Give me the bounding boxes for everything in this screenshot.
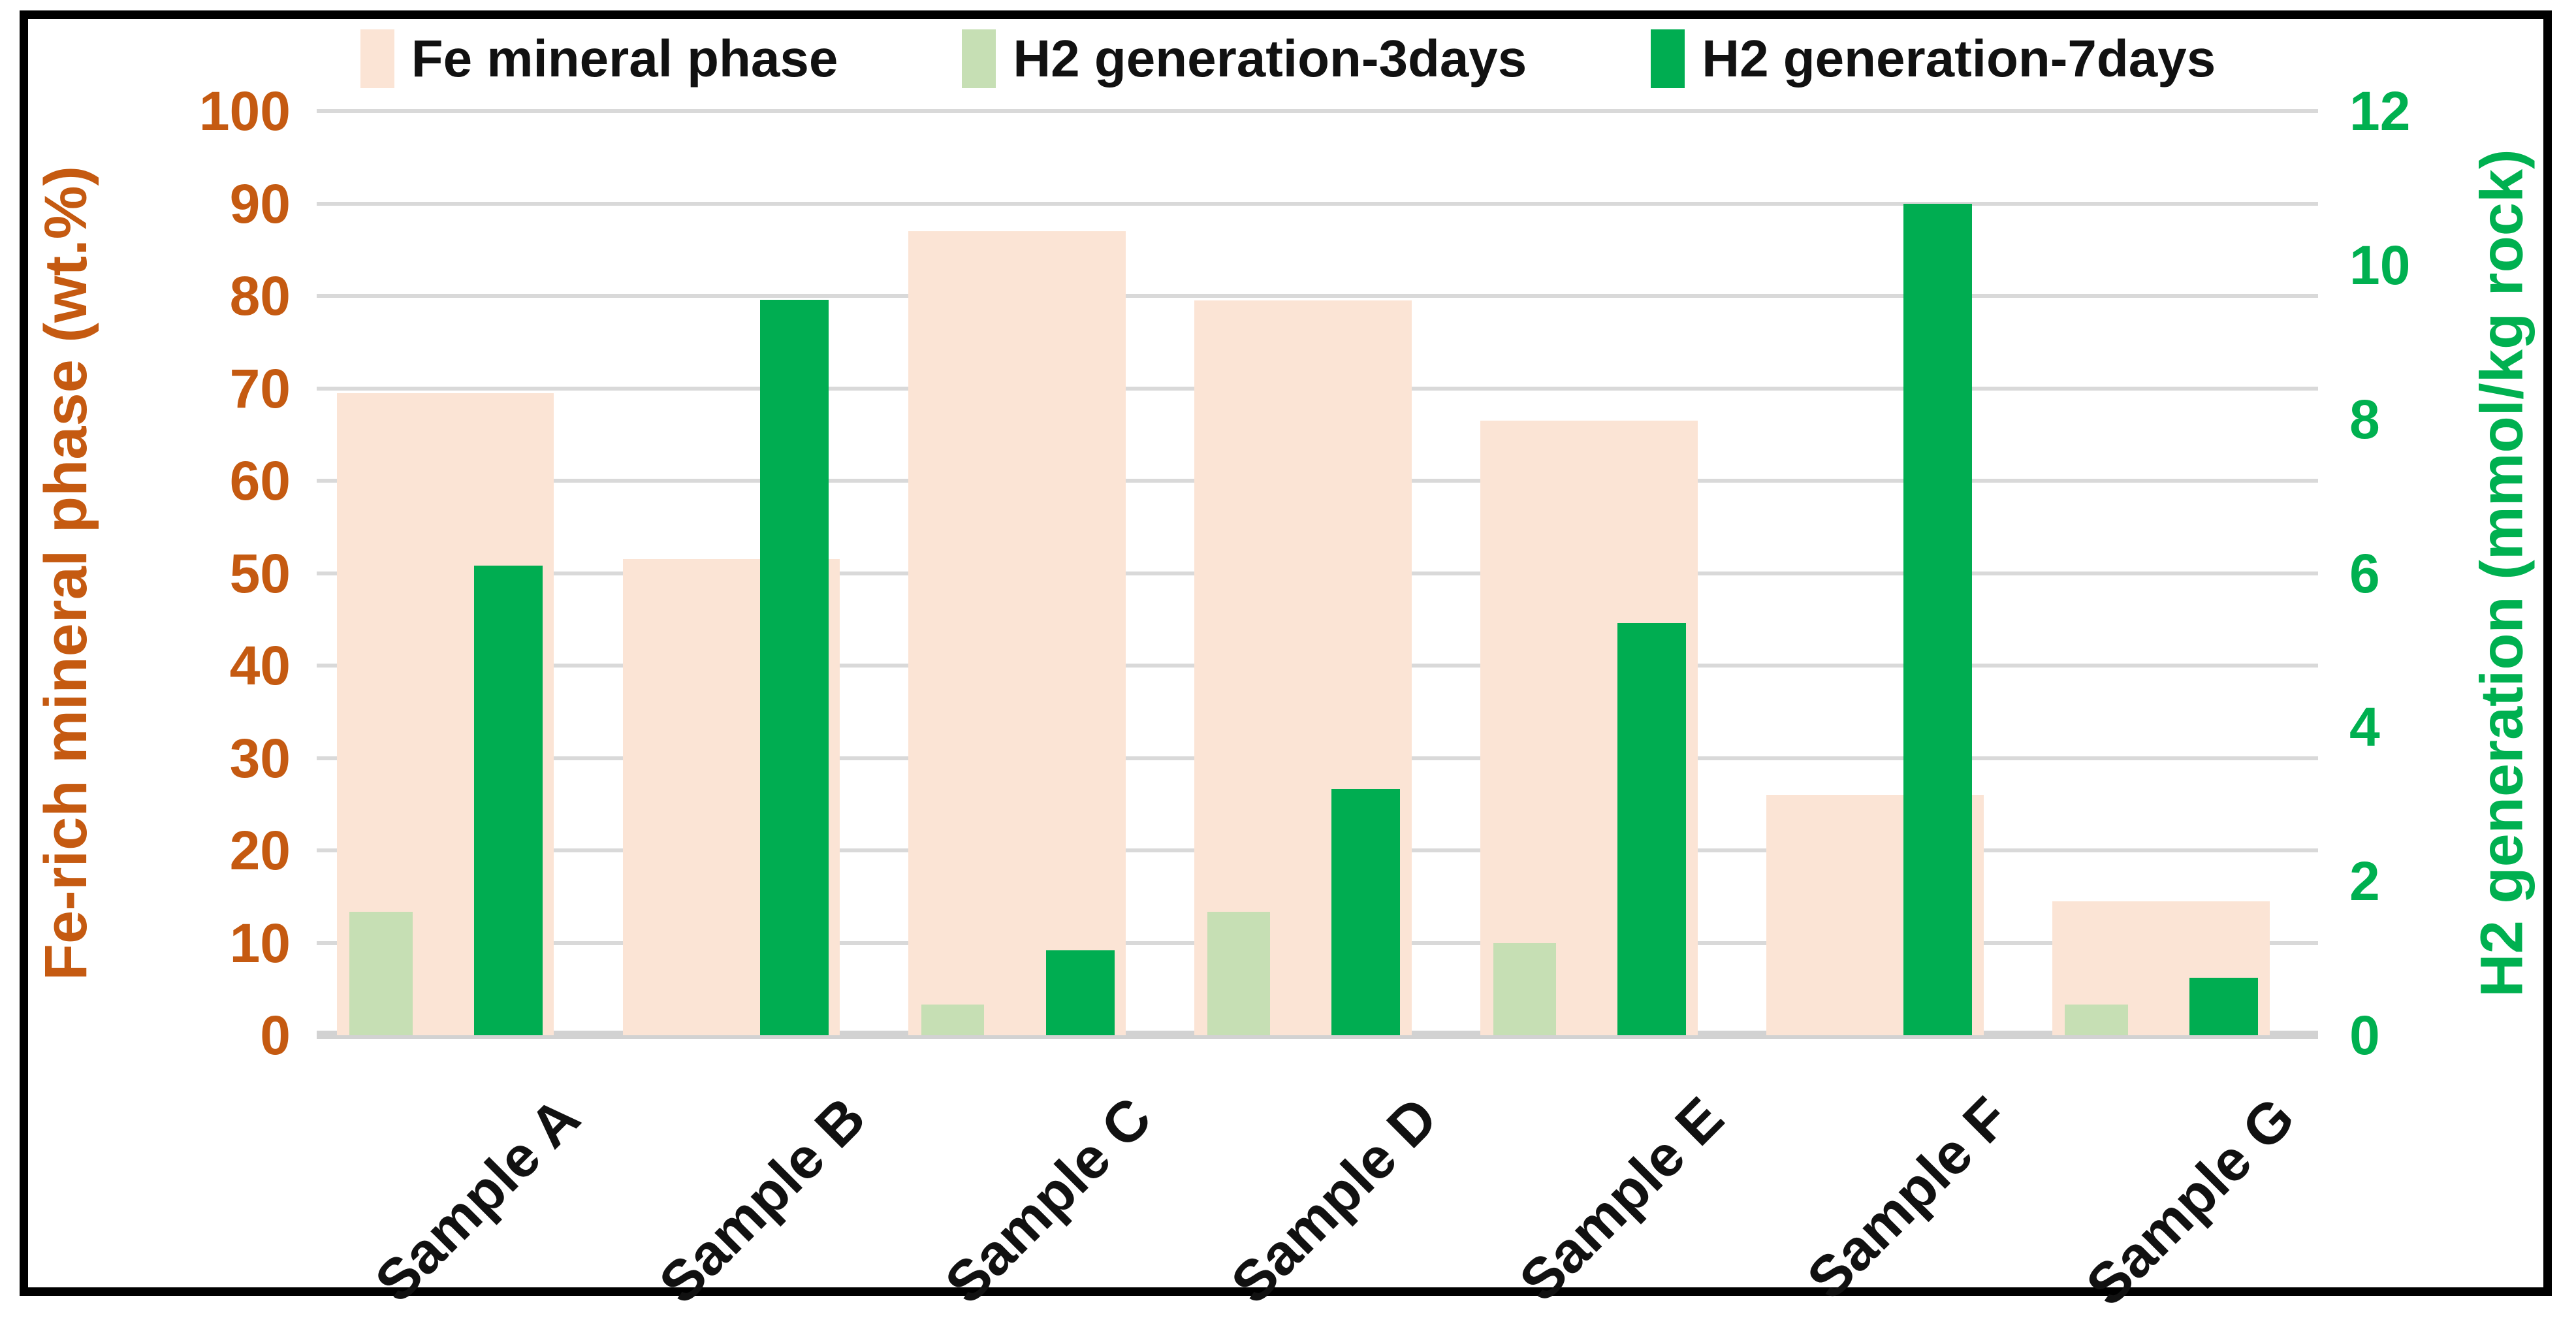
- bar-h2-generation-7days-sample-f: [1903, 203, 1973, 1035]
- right-axis-tick-label: 2: [2349, 850, 2380, 912]
- legend-swatch-icon: [1651, 29, 1685, 88]
- bar-h2-generation-7days-sample-d: [1331, 788, 1401, 1035]
- left-axis-tick-label: 100: [199, 80, 291, 142]
- legend-item-fe-mineral-phase: Fe mineral phase: [360, 29, 838, 89]
- legend: Fe mineral phase H2 generation-3days H2 ge…: [0, 29, 2576, 89]
- right-axis-tick-label: 4: [2349, 696, 2380, 758]
- bar-h2-generation-7days-sample-g: [2189, 977, 2259, 1035]
- left-axis-tick-label: 50: [229, 542, 291, 604]
- left-axis-tick-label: 40: [229, 635, 291, 696]
- bar-h2-generation-3days-sample-g: [2065, 1004, 2128, 1035]
- legend-item-h2-generation-3days: H2 generation-3days: [962, 29, 1527, 89]
- bar-h2-generation-7days-sample-b: [759, 299, 829, 1035]
- gridline: [317, 109, 2318, 113]
- left-axis-tick-label: 20: [229, 820, 291, 881]
- bar-h2-generation-7days-sample-c: [1045, 950, 1115, 1035]
- right-axis-title: H2 generation (mmol/kg rock): [2463, 111, 2541, 1035]
- left-axis-tick-label: 0: [260, 1005, 291, 1066]
- left-axis-tick-label: 80: [229, 265, 291, 327]
- legend-label: Fe mineral phase: [411, 29, 838, 88]
- legend-label: H2 generation-7days: [1702, 29, 2216, 88]
- legend-item-h2-generation-7days: H2 generation-7days: [1651, 29, 2216, 89]
- legend-swatch-icon: [962, 29, 996, 88]
- left-axis-tick-label: 60: [229, 450, 291, 511]
- bar-h2-generation-7days-sample-e: [1617, 623, 1687, 1035]
- right-axis-tick-label: 6: [2349, 542, 2380, 604]
- left-axis-title-text: Fe-rich mineral phase (wt.%): [33, 165, 100, 981]
- left-axis-title: Fe-rich mineral phase (wt.%): [27, 111, 106, 1035]
- left-axis-tick-label: 10: [229, 912, 291, 974]
- legend-label: H2 generation-3days: [1013, 29, 1527, 88]
- bar-fe-mineral-phase-sample-c: [908, 231, 1126, 1035]
- gridline: [317, 294, 2318, 298]
- legend-swatch-icon: [360, 29, 394, 88]
- bar-h2-generation-3days-sample-a: [349, 912, 413, 1035]
- bar-h2-generation-3days-sample-e: [1493, 942, 1557, 1035]
- bar-h2-generation-3days-sample-d: [1207, 912, 1271, 1035]
- right-axis-tick-label: 8: [2349, 388, 2380, 450]
- plot-area: [317, 109, 2318, 1039]
- gridline: [317, 201, 2318, 206]
- left-axis-tick-label: 30: [229, 727, 291, 789]
- bar-h2-generation-3days-sample-c: [921, 1004, 985, 1035]
- right-axis-tick-label: 12: [2349, 80, 2411, 142]
- right-axis-tick-label: 10: [2349, 234, 2411, 296]
- left-axis-tick-label: 70: [229, 357, 291, 419]
- bar-h2-generation-7days-sample-a: [473, 565, 543, 1035]
- left-axis-tick-label: 90: [229, 172, 291, 234]
- right-axis-title-text: H2 generation (mmol/kg rock): [2468, 149, 2536, 997]
- right-axis-tick-label: 0: [2349, 1005, 2380, 1066]
